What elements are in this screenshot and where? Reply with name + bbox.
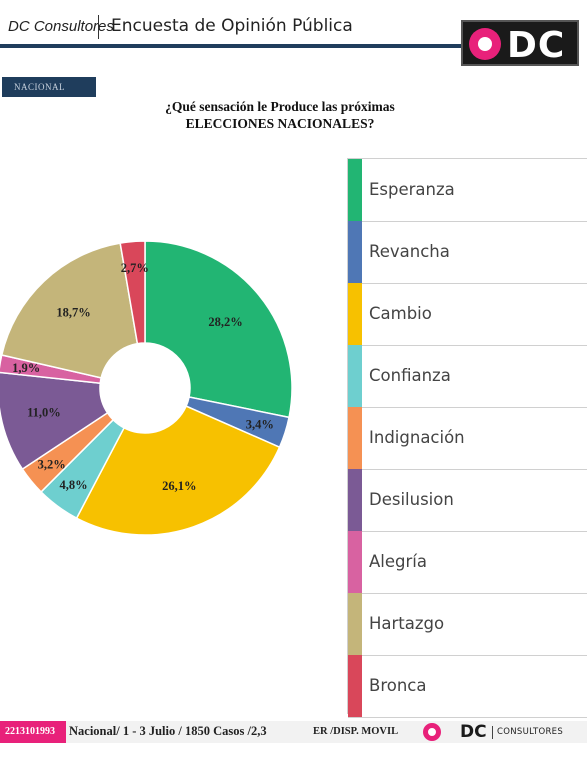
slice-label-indignación: 3,2% [38, 457, 66, 471]
legend-swatch [348, 407, 362, 469]
slice-label-desilusion: 11,0% [27, 406, 61, 420]
legend-swatch [348, 221, 362, 283]
logo-dc-text: DC [507, 25, 566, 66]
question-line-1: ¿Qué sensación le Produce las próximas [165, 99, 395, 114]
footer-logo-separator [492, 726, 493, 739]
section-tag-label: NACIONAL [14, 82, 65, 92]
odc-logo: DC [461, 20, 579, 66]
header-rule [0, 44, 462, 48]
legend-item-revancha: Revancha [348, 221, 587, 284]
section-tag: NACIONAL [2, 77, 96, 97]
legend-label: Bronca [369, 676, 427, 695]
slice-label-cambio: 26,1% [162, 479, 196, 493]
legend-item-esperanza: Esperanza [348, 159, 587, 222]
slice-label-alegría: 1,9% [12, 361, 40, 375]
slice-label-revancha: 3,4% [246, 418, 274, 432]
logo-o-icon [469, 28, 501, 60]
legend-swatch [348, 531, 362, 593]
footer-bar: 2213101993 Nacional/ 1 - 3 Julio / 1850 … [0, 721, 587, 743]
question-line-2: ELECCIONES NACIONALES? [185, 116, 375, 131]
legend-item-confianza: Confianza [348, 345, 587, 408]
legend-item-bronca: Bronca [348, 655, 587, 718]
slice-hartazgo [0, 242, 139, 379]
slice-bronca [119, 240, 146, 345]
legend-swatch [348, 159, 362, 221]
footer-method: ER /DISP. MOVIL [313, 726, 399, 737]
legend-item-cambio: Cambio [348, 283, 587, 346]
page-title: Encuesta de Opinión Pública [111, 16, 353, 36]
legend-label: Confianza [369, 366, 451, 385]
legend-label: Cambio [369, 304, 432, 323]
legend-label: Indignación [369, 428, 465, 447]
footer-logo-dc: DC [460, 722, 487, 742]
legend-label: Revancha [369, 242, 450, 261]
header: DC Consultores Encuesta de Opinión Públi… [0, 0, 587, 70]
footer-phone: 2213101993 [5, 726, 55, 737]
slice-label-confianza: 4,8% [59, 478, 87, 492]
slice-label-bronca: 2,7% [121, 261, 149, 275]
footer-phone-box: 2213101993 [0, 721, 66, 743]
slice-desilusion [0, 371, 109, 471]
legend-swatch [348, 655, 362, 717]
donut-chart: 28,2% 3,4% 26,1% 4,8% 3,2% 11,0% 1,9% 18,7% 2,7% [0, 240, 293, 536]
legend-item-alegría: Alegría [348, 531, 587, 594]
legend-label: Desilusion [369, 490, 454, 509]
slice-cambio [75, 405, 281, 536]
brand-name: DC Consultores [8, 18, 114, 35]
footer-logo-o-icon [423, 723, 441, 741]
legend-item-indignación: Indignación [348, 407, 587, 470]
legend-swatch [348, 469, 362, 531]
chart-legend: Esperanza Revancha Cambio Confianza Indignac… [347, 158, 587, 718]
header-separator [98, 15, 99, 39]
legend-label: Esperanza [369, 180, 455, 199]
slice-label-hartazgo: 18,7% [56, 305, 90, 319]
legend-item-hartazgo: Hartazgo [348, 593, 587, 656]
legend-swatch [348, 345, 362, 407]
legend-label: Hartazgo [369, 614, 445, 633]
footer-consultores: CONSULTORES [497, 727, 564, 737]
slice-label-esperanza: 28,2% [208, 315, 242, 329]
chart-question: ¿Qué sensación le Produce las próximas E… [120, 98, 440, 132]
legend-item-desilusion: Desilusion [348, 469, 587, 532]
legend-label: Alegría [369, 552, 427, 571]
legend-swatch [348, 283, 362, 345]
legend-swatch [348, 593, 362, 655]
footer-survey-info: Nacional/ 1 - 3 Julio / 1850 Casos /2,3 [69, 724, 267, 738]
slice-esperanza [144, 240, 293, 419]
